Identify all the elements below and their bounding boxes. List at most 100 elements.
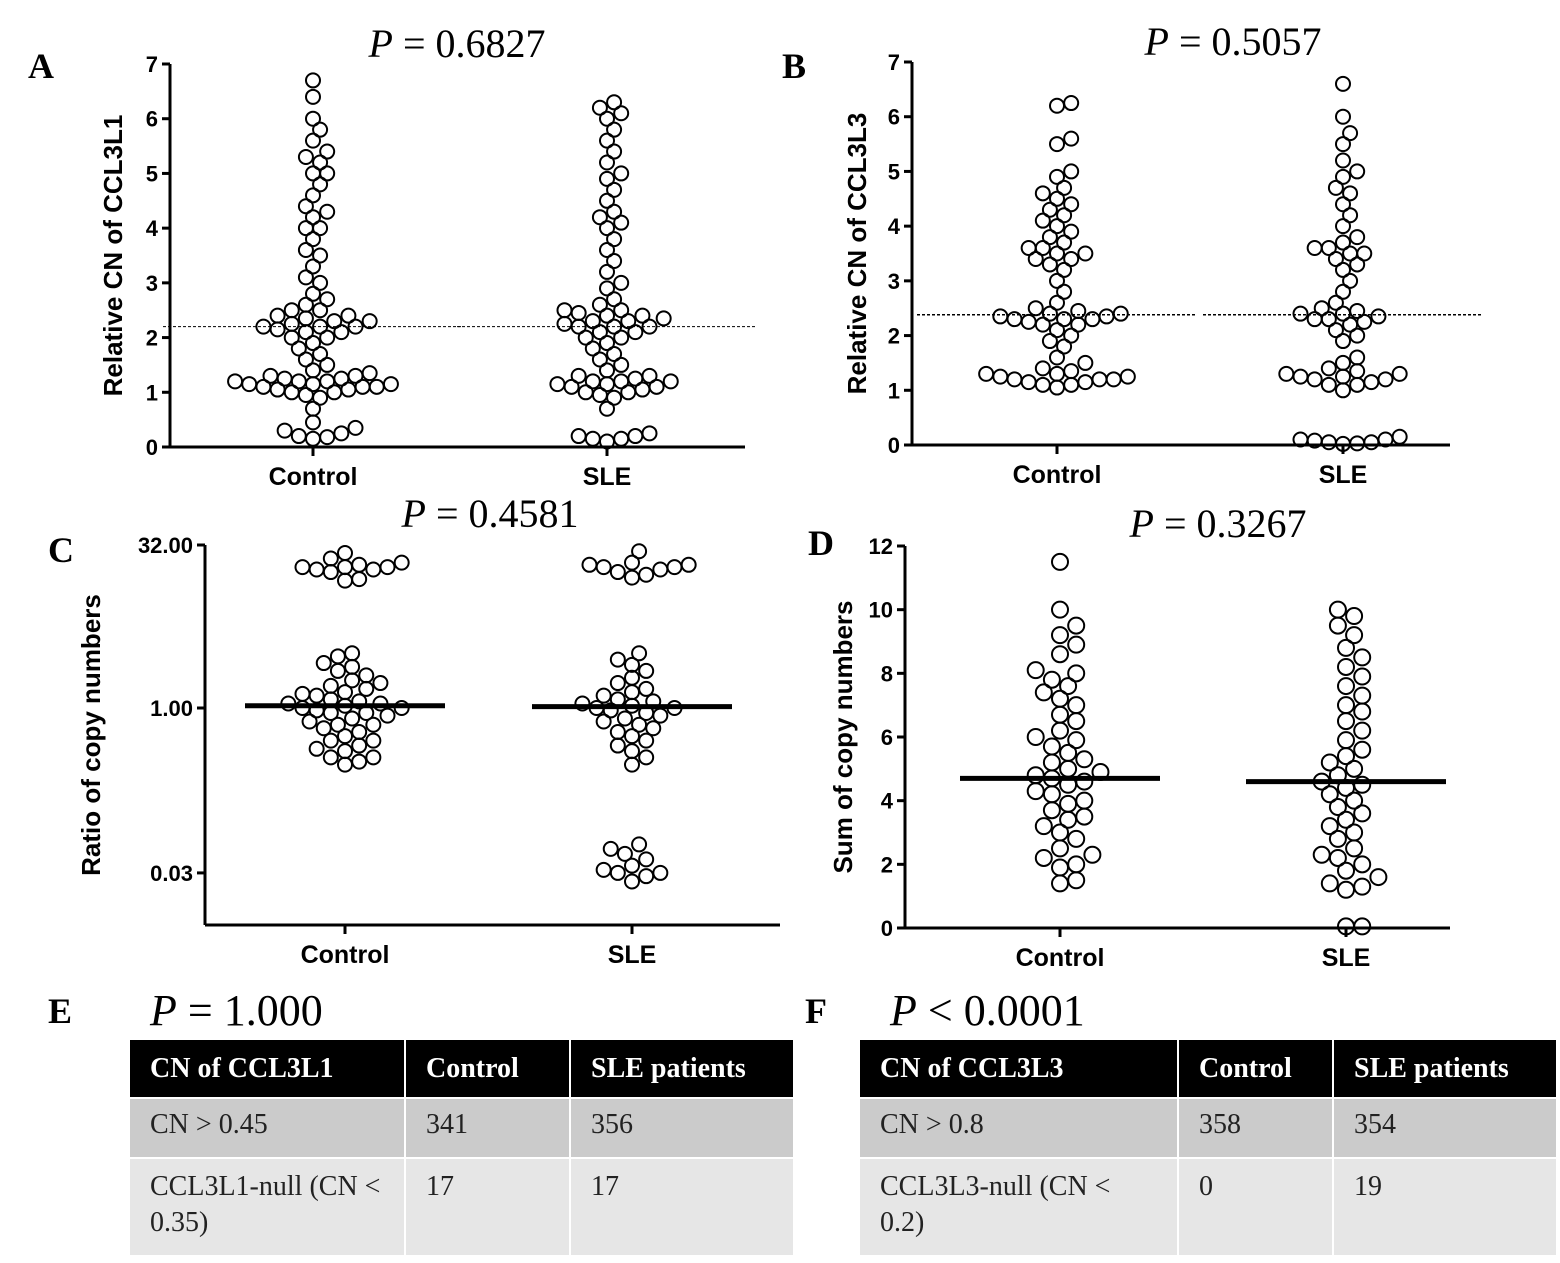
data-point [365,716,382,733]
data-point [305,187,321,204]
data-point [1345,607,1364,626]
data-point [1335,152,1351,169]
data-point [1056,207,1073,224]
data-point [620,313,637,330]
data-point [305,72,321,89]
data-point [305,258,321,275]
data-point [1349,327,1366,344]
data-point [283,329,300,346]
data-point [1077,245,1094,262]
data-point [227,373,244,390]
data-point [1020,240,1037,257]
data-point [634,307,651,324]
data-point [333,370,350,387]
data-point [624,857,640,874]
data-point [1328,600,1347,619]
data-point [606,203,623,220]
data-point [1349,163,1366,180]
title-value: = 0.4581 [426,491,579,536]
y-tick-label: 6 [881,725,893,750]
data-point [992,368,1009,385]
data-point [333,324,350,341]
data-point [577,329,594,346]
data-point [591,324,608,341]
data-point [358,667,375,684]
y-tick-label: 1 [146,380,158,405]
y-tick-label: 7 [888,50,900,75]
data-point [1353,721,1372,740]
data-point [1049,190,1065,207]
y-tick-label: 3 [146,271,158,296]
data-point [344,672,361,689]
data-point [595,559,612,576]
data-point [662,373,679,390]
data-point [1345,839,1364,858]
data-point [624,756,640,773]
data-point [1337,810,1355,829]
data-point [1026,766,1045,785]
data-point [627,370,644,387]
data-point [631,645,648,662]
data-point [1349,256,1366,273]
data-point [322,550,339,567]
data-point [606,94,623,111]
data-point [1041,256,1058,273]
data-point [1391,365,1408,382]
data-point [305,400,321,417]
data-point [319,165,336,182]
data-point [595,861,612,878]
data-point [584,340,601,357]
data-point [1034,683,1053,702]
data-point [351,571,368,588]
data-point [308,740,325,757]
panel-letter: A [28,46,54,86]
data-point [305,376,321,393]
data-point [1063,163,1080,180]
data-point [1353,648,1372,667]
data-point [1327,294,1344,311]
data-point [609,564,626,581]
data-point [1067,731,1086,750]
data-point [591,209,608,226]
data-point [1353,855,1372,874]
data-point [1026,782,1045,801]
y-tick-label: 0 [888,433,900,458]
title-p: P [368,21,393,66]
x-tick-label: Control [1016,944,1105,972]
data-point [308,687,325,704]
data-point [1051,552,1069,571]
y-tick-label: 4 [888,214,901,239]
data-point [322,749,339,766]
data-point [680,556,697,573]
data-point [599,242,615,259]
data-point [1041,305,1058,322]
y-tick-label: 4 [146,216,159,241]
data-point [1098,308,1115,325]
data-point [297,310,314,327]
data-point [1026,661,1045,680]
data-point [297,324,314,341]
data-point [297,242,314,259]
data-point [595,713,612,730]
data-point [599,110,615,127]
data-point [361,365,378,382]
data-point [599,307,615,324]
data-point [1063,363,1080,380]
data-point [1292,368,1309,385]
table-cell: 0 [1178,1157,1334,1255]
data-point [333,425,350,442]
data-point [358,680,375,697]
data-point [1306,311,1323,328]
data-point [1335,283,1351,300]
data-point [283,302,300,319]
table-cell: CN > 0.8 [860,1097,1179,1158]
data-point [609,724,626,741]
data-point [1083,845,1102,864]
data-point [1042,801,1061,820]
table-header: SLE patients [570,1040,795,1098]
data-point [337,743,353,760]
data-point [351,556,368,573]
data-point [1342,125,1359,142]
data-point [1051,689,1069,708]
data-point [602,840,619,857]
